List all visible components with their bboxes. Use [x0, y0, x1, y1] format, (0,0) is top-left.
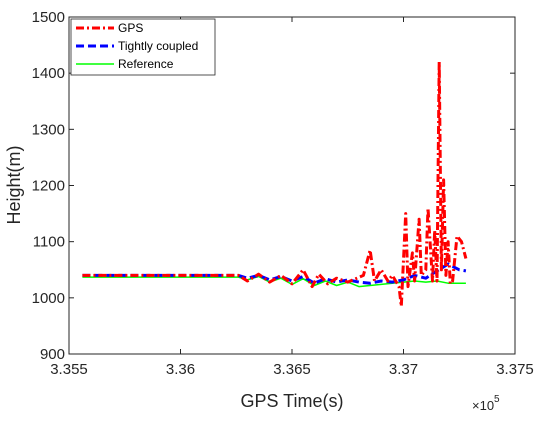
- legend-label-reference: Reference: [118, 57, 174, 71]
- x-tick-label: 3.375: [496, 361, 534, 378]
- series-layer: [82, 60, 468, 308]
- y-tick-label: 1400: [32, 65, 65, 82]
- y-tick-label: 1300: [32, 121, 65, 138]
- x-scale-multiplier: ×10: [472, 398, 494, 413]
- y-tick-label: 900: [40, 346, 65, 363]
- y-tick-label: 1200: [32, 178, 65, 195]
- y-axis-label: Height(m): [4, 145, 24, 224]
- x-tick-label: 3.36: [166, 361, 195, 378]
- legend-label-tightly-coupled: Tightly coupled: [118, 39, 198, 53]
- y-tick-label: 1100: [33, 234, 65, 251]
- x-tick-label: 3.37: [389, 361, 418, 378]
- series-line-gps: [82, 60, 468, 308]
- x-tick-label: 3.365: [273, 361, 311, 378]
- legend-label-gps: GPS: [118, 21, 143, 35]
- legend: GPS Tightly coupled Reference: [70, 18, 216, 76]
- ticks-layer: 3.355 3.36 3.365 3.37 3.375 900 1000 1100 1200 13…: [32, 9, 534, 378]
- x-scale-exponent: 5: [494, 394, 500, 405]
- x-axis-label: GPS Time(s): [240, 391, 343, 411]
- y-tick-label: 1500: [32, 9, 65, 26]
- x-tick-label: 3.355: [50, 361, 88, 378]
- y-tick-label: 1000: [32, 290, 65, 307]
